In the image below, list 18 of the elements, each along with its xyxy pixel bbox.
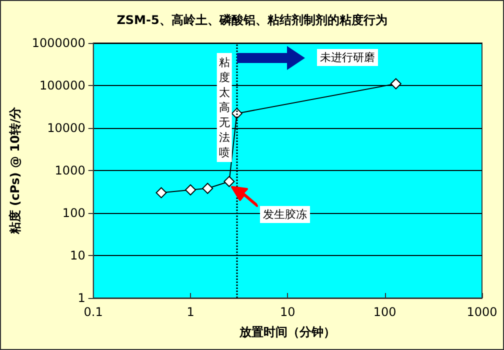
x-tick-label: 0.1 bbox=[84, 305, 103, 319]
annotation: 未进行研磨 bbox=[320, 51, 375, 64]
x-tick-label: 1 bbox=[186, 305, 194, 319]
y-tick-label: 1 bbox=[78, 291, 86, 305]
y-tick-label: 10000 bbox=[47, 121, 86, 135]
chart-title: ZSM-5、高岭土、磷酸铝、粘结剂制剂的粘度行为 bbox=[116, 13, 388, 27]
y-tick-label: 100000 bbox=[40, 78, 86, 92]
ref-line-label: 粘度太高无法喷 bbox=[218, 56, 230, 159]
x-tick-label: 10 bbox=[280, 305, 296, 319]
annotation: 发生胶冻 bbox=[263, 208, 307, 221]
y-axis-title: 粘度 (cPs) @ 10转/分 bbox=[8, 106, 22, 236]
x-tick-label: 1000 bbox=[466, 305, 498, 319]
y-tick-label: 10 bbox=[70, 248, 86, 262]
y-tick-label: 1000000 bbox=[32, 36, 86, 50]
y-tick-label: 1000 bbox=[54, 164, 86, 178]
x-axis-title: 放置时间（分钟） bbox=[238, 325, 336, 339]
x-tick-label: 100 bbox=[373, 305, 396, 319]
y-tick-label: 100 bbox=[62, 206, 86, 220]
